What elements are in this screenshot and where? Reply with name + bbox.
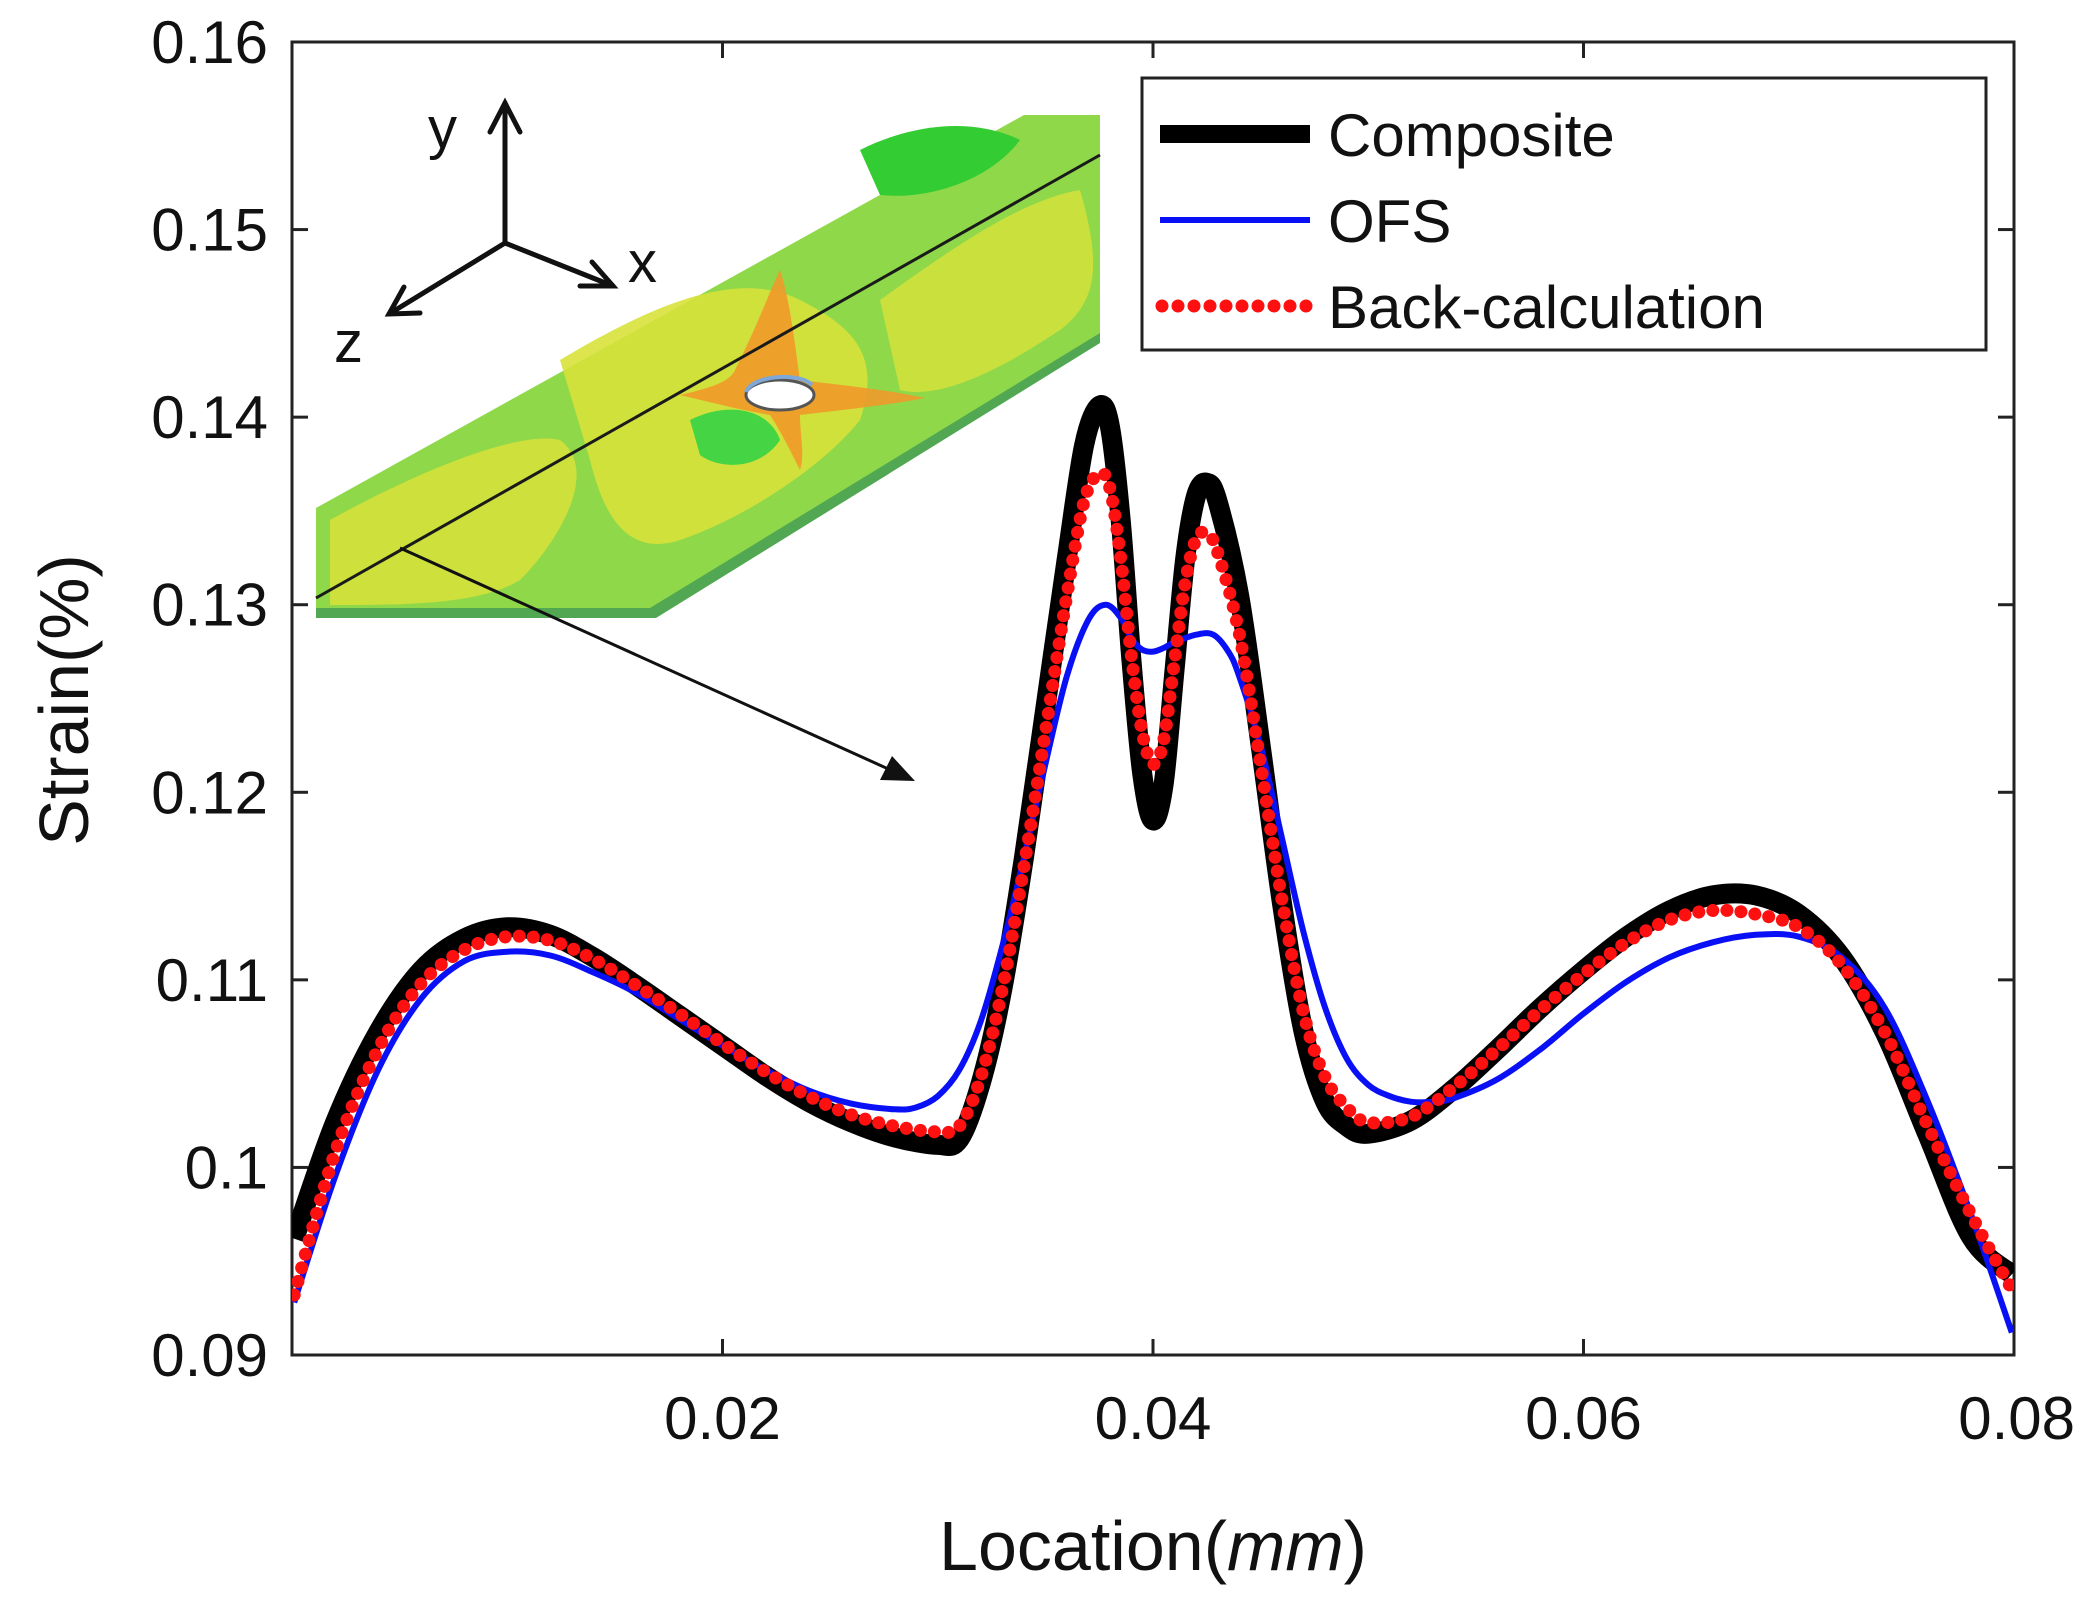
legend-swatch-back-calculation: [1155, 299, 1313, 313]
x-tick-label-3: 0.08: [1958, 1385, 2075, 1452]
y-tick-label-3: 0.12: [151, 759, 268, 826]
legend-dot: [1235, 299, 1249, 313]
plate-yellow-region-right: [880, 190, 1094, 392]
x-axis-arrow: [502, 240, 616, 289]
y-tick-label-5: 0.14: [151, 384, 268, 451]
x-tick-label-0: 0.02: [664, 1385, 781, 1452]
pointer-arrow-head: [880, 756, 915, 781]
x-axis-label-text: Location: [939, 1507, 1204, 1585]
z-axis-arrow: [386, 240, 508, 317]
coordinate-axes: [384, 97, 619, 317]
x-axis-label-open-paren: (: [1204, 1507, 1227, 1585]
series-line-ofs: [292, 601, 2014, 1334]
plate-hole: [744, 378, 816, 412]
y-tick-label-4: 0.13: [151, 572, 268, 639]
y-axis-letter: y: [428, 96, 457, 161]
legend-dot: [1267, 299, 1281, 313]
legend-label-back-calculation: Back-calculation: [1328, 274, 1765, 341]
fiber-line: [315, 153, 1101, 600]
legend-dot: [1171, 299, 1185, 313]
axis-ticks: [292, 40, 2016, 1357]
plate-green-spot-lower: [690, 409, 780, 465]
y-tick-label-7: 0.16: [151, 9, 268, 76]
x-tick-label-2: 0.06: [1525, 1385, 1642, 1452]
series-line-back-calculation: [292, 466, 2014, 1302]
legend-dot: [1155, 299, 1169, 313]
x-axis-letter: x: [628, 230, 657, 295]
y-axis-label: Strain(%): [25, 554, 103, 846]
legend-dot: [1299, 299, 1313, 313]
x-axis-label-unit: mm: [1227, 1507, 1344, 1585]
y-tick-label-2: 0.11: [156, 947, 268, 1014]
y-tick-label-6: 0.15: [151, 197, 268, 264]
series-layer: [292, 395, 2014, 1334]
inset-plate-illustration: [315, 115, 1101, 781]
legend-dot: [1187, 299, 1201, 313]
z-axis-arrowhead: [384, 284, 423, 317]
plate-hole-rim: [744, 374, 814, 394]
legend-box: [1140, 76, 1988, 352]
y-axis-arrowhead: [487, 97, 523, 135]
x-axis-arrowhead: [577, 259, 619, 289]
legend-label-ofs: OFS: [1328, 188, 1451, 255]
legend-dot: [1251, 299, 1265, 313]
x-axis-label: Location(mm): [939, 1507, 1367, 1585]
x-axis-label-close-paren: ): [1344, 1507, 1367, 1585]
legend-dot: [1219, 299, 1233, 313]
plate-green-spot-upper: [860, 126, 1020, 196]
y-tick-label-0: 0.09: [151, 1322, 268, 1389]
legend: Composite OFS Back-calculation: [1140, 76, 1988, 352]
y-tick-label-1: 0.1: [185, 1134, 268, 1201]
legend-label-composite: Composite: [1328, 102, 1615, 169]
legend-dot: [1203, 299, 1217, 313]
x-tick-labels: 0.02 0.04 0.06 0.08: [664, 1385, 2075, 1452]
pointer-arrow-line: [399, 546, 896, 774]
z-axis-letter: z: [334, 310, 363, 375]
x-tick-label-1: 0.04: [1095, 1385, 1212, 1452]
legend-dot: [1283, 299, 1297, 313]
y-tick-labels: 0.09 0.1 0.11 0.12 0.13 0.14 0.15 0.16: [151, 9, 268, 1389]
